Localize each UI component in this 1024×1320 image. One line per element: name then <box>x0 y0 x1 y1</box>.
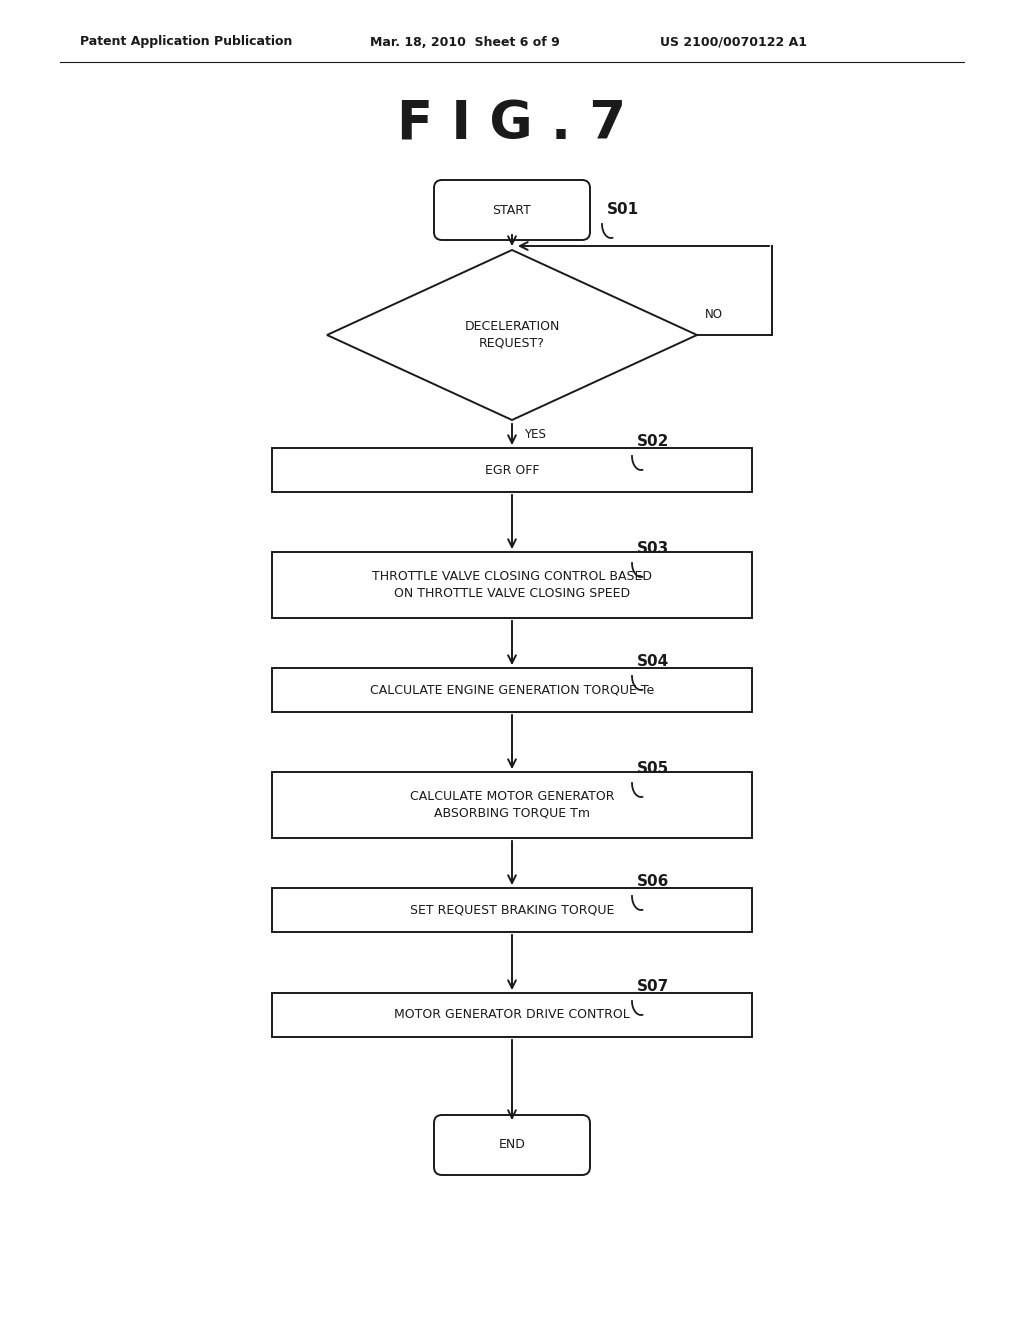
FancyBboxPatch shape <box>434 180 590 240</box>
Text: Patent Application Publication: Patent Application Publication <box>80 36 293 49</box>
Text: S06: S06 <box>637 874 670 888</box>
Text: DECELERATION
REQUEST?: DECELERATION REQUEST? <box>464 319 560 350</box>
Bar <box>272 993 752 1038</box>
Text: END: END <box>499 1138 525 1151</box>
Text: S03: S03 <box>637 541 670 556</box>
Text: EGR OFF: EGR OFF <box>484 463 540 477</box>
Text: S05: S05 <box>637 762 670 776</box>
Bar <box>272 447 752 492</box>
Polygon shape <box>327 249 697 420</box>
Text: CALCULATE MOTOR GENERATOR
ABSORBING TORQUE Tm: CALCULATE MOTOR GENERATOR ABSORBING TORQ… <box>410 789 614 820</box>
Text: MOTOR GENERATOR DRIVE CONTROL: MOTOR GENERATOR DRIVE CONTROL <box>394 1008 630 1022</box>
Text: S04: S04 <box>637 653 670 669</box>
Text: F I G . 7: F I G . 7 <box>397 99 627 150</box>
Text: SET REQUEST BRAKING TORQUE: SET REQUEST BRAKING TORQUE <box>410 903 614 916</box>
Text: US 2100/0070122 A1: US 2100/0070122 A1 <box>660 36 807 49</box>
FancyBboxPatch shape <box>434 1115 590 1175</box>
Bar <box>272 668 752 711</box>
Text: S07: S07 <box>637 979 670 994</box>
Bar <box>272 888 752 932</box>
Text: Mar. 18, 2010  Sheet 6 of 9: Mar. 18, 2010 Sheet 6 of 9 <box>370 36 560 49</box>
Bar <box>272 552 752 618</box>
Text: S01: S01 <box>607 202 639 216</box>
Bar <box>272 772 752 838</box>
Text: YES: YES <box>524 428 546 441</box>
Text: S02: S02 <box>637 434 670 449</box>
Text: START: START <box>493 203 531 216</box>
Text: THROTTLE VALVE CLOSING CONTROL BASED
ON THROTTLE VALVE CLOSING SPEED: THROTTLE VALVE CLOSING CONTROL BASED ON … <box>372 570 652 601</box>
Text: CALCULATE ENGINE GENERATION TORQUE Te: CALCULATE ENGINE GENERATION TORQUE Te <box>370 684 654 697</box>
Text: NO: NO <box>705 308 723 321</box>
